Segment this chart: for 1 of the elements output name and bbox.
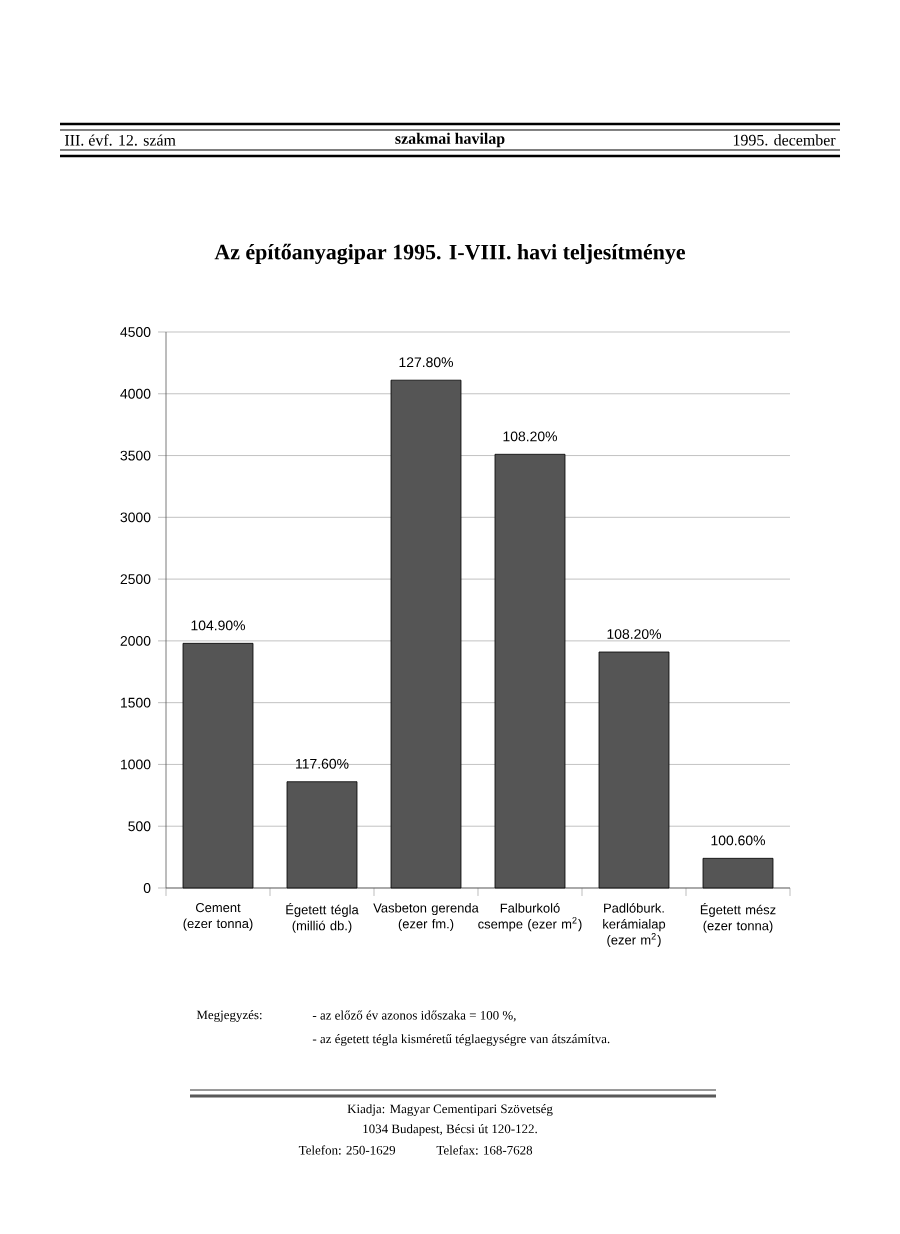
chart-title: Az építőanyagipar 1995. I-VIII. havi teljesítménye xyxy=(214,243,686,265)
